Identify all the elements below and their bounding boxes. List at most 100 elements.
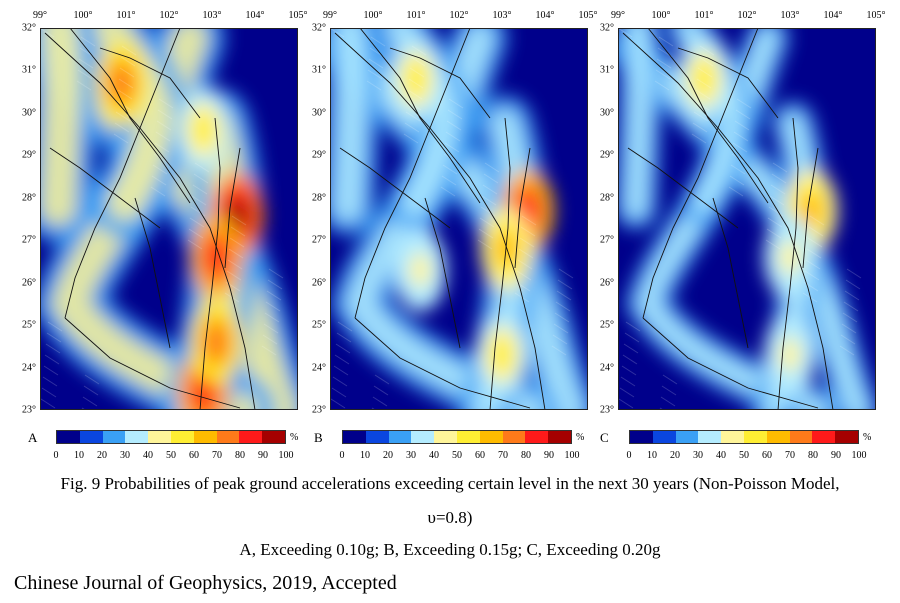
relief-texture bbox=[736, 98, 752, 109]
colorbar-unit: % bbox=[290, 432, 299, 443]
relief-texture bbox=[842, 312, 858, 323]
relief-texture bbox=[42, 376, 58, 387]
relief-texture bbox=[120, 56, 136, 67]
journal-citation: Chinese Journal of Geophysics, 2019, Acc… bbox=[14, 572, 397, 594]
colorbar-tick-label: 100 bbox=[278, 450, 294, 461]
relief-texture bbox=[624, 332, 640, 343]
longitude-tick-label: 101° bbox=[694, 10, 714, 21]
relief-texture bbox=[441, 175, 457, 186]
longitude-tick-label: 99° bbox=[611, 10, 625, 21]
latitude-tick-label: 32° bbox=[600, 22, 614, 34]
colorbar-tick-label: 40 bbox=[429, 450, 439, 461]
relief-texture bbox=[555, 301, 571, 312]
colorbar-segment bbox=[193, 431, 217, 443]
colorbar-segment bbox=[835, 431, 858, 443]
colorbar-tick-label: 0 bbox=[339, 450, 345, 461]
colorbar-segment bbox=[548, 431, 571, 443]
relief-texture bbox=[771, 173, 787, 184]
relief-texture bbox=[227, 259, 243, 270]
relief-texture bbox=[844, 290, 860, 301]
colorbar bbox=[342, 430, 572, 444]
relief-texture bbox=[41, 387, 57, 398]
relief-texture bbox=[330, 28, 345, 38]
colorbar-segment bbox=[79, 431, 103, 443]
longitude-tick-label: 101° bbox=[406, 10, 426, 21]
relief-texture bbox=[553, 323, 569, 334]
fault-line bbox=[69, 28, 191, 204]
relief-texture bbox=[623, 343, 639, 354]
colorbar-tick-label: 80 bbox=[235, 450, 245, 461]
relief-texture bbox=[366, 80, 382, 91]
relief-texture bbox=[479, 217, 495, 228]
latitude-tick-label: 29° bbox=[312, 149, 326, 161]
latitude-tick-label: 28° bbox=[22, 192, 36, 204]
latitude-tick-label: 26° bbox=[22, 277, 36, 289]
fault-line bbox=[622, 32, 834, 410]
colorbar-segment bbox=[698, 431, 722, 443]
map-frame bbox=[330, 28, 588, 410]
panel-label-a: A bbox=[28, 430, 38, 445]
relief-texture bbox=[843, 301, 859, 312]
colorbar-tick-label: 60 bbox=[762, 450, 772, 461]
relief-texture bbox=[80, 36, 96, 47]
latitude-tick-label: 23° bbox=[600, 404, 614, 416]
relief-texture bbox=[841, 323, 857, 334]
relief-texture bbox=[518, 248, 534, 259]
relief-texture bbox=[478, 228, 494, 239]
relief-texture bbox=[808, 226, 824, 237]
relief-texture bbox=[809, 215, 825, 226]
colorbar-segment bbox=[216, 431, 240, 443]
fault-line bbox=[802, 147, 819, 269]
fault-line bbox=[199, 117, 221, 410]
colorbar-tick-label: 70 bbox=[498, 450, 508, 461]
relief-texture bbox=[82, 396, 98, 407]
figure-caption-line3: A, Exceeding 0.10g; B, Exceeding 0.15g; … bbox=[239, 540, 661, 559]
relief-texture bbox=[332, 376, 348, 387]
relief-texture bbox=[768, 206, 784, 217]
longitude-tick-label: 101° bbox=[116, 10, 136, 21]
latitude-tick-label: 27° bbox=[312, 234, 326, 246]
relief-texture bbox=[76, 80, 92, 91]
relief-texture bbox=[330, 398, 346, 409]
relief-texture bbox=[442, 164, 458, 175]
latitude-tick-label: 24° bbox=[312, 362, 326, 374]
panel-label-b: B bbox=[314, 430, 323, 445]
relief-texture bbox=[839, 345, 855, 356]
relief-texture bbox=[692, 122, 708, 133]
colorbar-tick-label: 20 bbox=[670, 450, 680, 461]
relief-texture bbox=[846, 268, 862, 279]
relief-texture bbox=[619, 387, 635, 398]
relief-texture bbox=[335, 343, 351, 354]
latitude-tick-label: 23° bbox=[22, 404, 36, 416]
relief-texture bbox=[226, 270, 242, 281]
relief-texture bbox=[625, 321, 641, 332]
relief-texture bbox=[557, 279, 573, 290]
relief-texture bbox=[728, 186, 744, 197]
fault-line bbox=[64, 28, 181, 319]
longitude-tick-label: 102° bbox=[449, 10, 469, 21]
colorbar-segment bbox=[343, 431, 366, 443]
relief-texture bbox=[266, 290, 282, 301]
fault-line bbox=[677, 47, 779, 119]
colorbar-tick-label: 90 bbox=[544, 450, 554, 461]
latitude-tick-label: 26° bbox=[312, 277, 326, 289]
colorbar-segment bbox=[652, 431, 676, 443]
relief-texture bbox=[806, 248, 822, 259]
relief-texture bbox=[228, 248, 244, 259]
fault-line bbox=[424, 197, 461, 349]
colorbar-segment bbox=[388, 431, 412, 443]
relief-texture bbox=[840, 334, 856, 345]
colorbar-tick-label: 50 bbox=[739, 450, 749, 461]
relief-texture bbox=[113, 133, 129, 144]
relief-texture bbox=[264, 312, 280, 323]
figure-caption-line2: υ=0.8) bbox=[427, 508, 473, 527]
map-frame bbox=[40, 28, 298, 410]
relief-texture bbox=[698, 56, 714, 67]
relief-texture bbox=[618, 398, 634, 409]
hotspot bbox=[779, 239, 801, 275]
relief-texture bbox=[477, 239, 493, 250]
longitude-tick-label: 102° bbox=[737, 10, 757, 21]
relief-texture bbox=[517, 259, 533, 270]
colorbar-tick-label: 100 bbox=[564, 450, 580, 461]
latitude-tick-label: 25° bbox=[600, 319, 614, 331]
